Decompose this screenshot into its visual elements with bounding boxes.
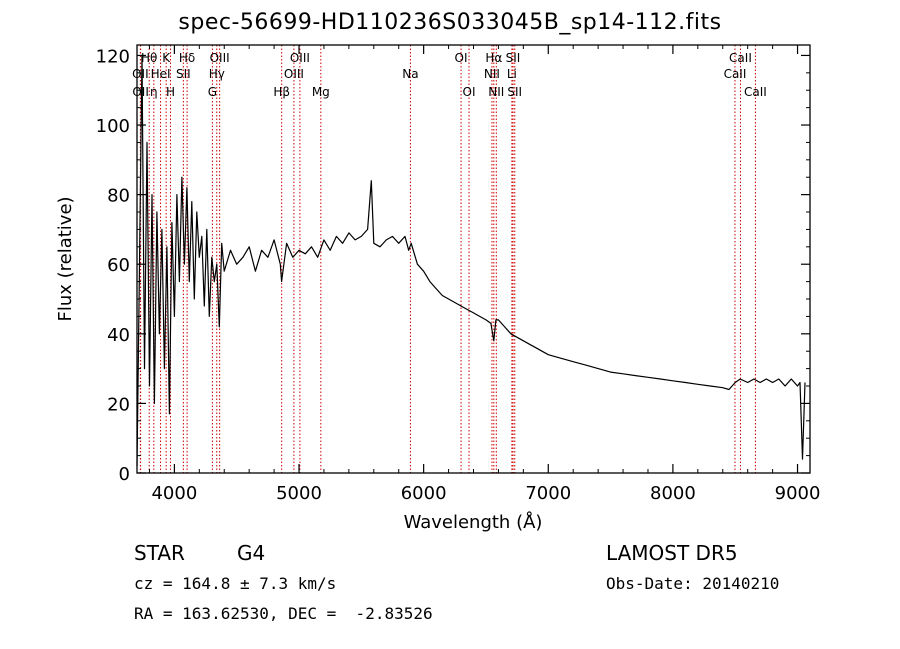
y-tick-label: 60 — [107, 255, 130, 276]
coordinates: RA = 163.62530, DEC = -2.83526 — [134, 604, 433, 623]
redshift-velocity: cz = 164.8 ± 7.3 km/s — [134, 574, 337, 593]
x-tick-label: 7000 — [525, 483, 571, 504]
line-label: Hγ — [209, 67, 225, 81]
line-label: CaII — [744, 85, 767, 99]
line-label: Hα — [485, 51, 502, 65]
line-label: Hθ — [141, 51, 157, 65]
line-labels: Hθ OII OII η K HeI H Hδ SII OIII Hγ G OIII OIII Hβ Mg Na… — [132, 51, 767, 99]
x-tick-label: 8000 — [650, 483, 696, 504]
line-label: OI — [455, 51, 468, 65]
y-axis: 0 20 40 60 80 100 120 — [96, 46, 810, 485]
x-axis: 4000 5000 6000 7000 8000 9000 — [148, 45, 821, 504]
x-tick-label: 4000 — [151, 483, 197, 504]
line-label: CaII — [724, 67, 747, 81]
line-label: Li — [507, 67, 517, 81]
line-label: Na — [402, 67, 418, 81]
survey-name: LAMOST DR5 — [606, 541, 738, 565]
line-label: SII — [507, 85, 522, 99]
observation-date: Obs-Date: 20140210 — [606, 574, 780, 593]
x-axis-label: Wavelength (Å) — [404, 511, 543, 533]
line-label: OII — [132, 85, 149, 99]
line-label: OII — [132, 67, 149, 81]
line-label: η — [150, 85, 158, 99]
line-label: SII — [506, 51, 521, 65]
object-class: STAR — [134, 541, 185, 565]
subclass: G4 — [237, 541, 266, 565]
line-label: OIII — [210, 51, 230, 65]
line-markers — [139, 45, 756, 473]
y-tick-label: 120 — [96, 46, 130, 67]
chart-title: spec-56699-HD110236S033045B_sp14-112.fit… — [178, 10, 722, 35]
line-label: G — [208, 85, 217, 99]
y-tick-label: 80 — [107, 186, 130, 207]
line-label: OI — [463, 85, 476, 99]
spectrum-line — [136, 54, 806, 467]
line-label: OIII — [290, 51, 310, 65]
line-label: CaII — [729, 51, 752, 65]
y-axis-label: Flux (relative) — [55, 196, 76, 321]
line-label: NII — [488, 85, 504, 99]
x-tick-label: 6000 — [401, 483, 447, 504]
line-label: Hβ — [273, 85, 290, 99]
plot-frame — [136, 44, 811, 474]
line-label: Hδ — [179, 51, 195, 65]
y-tick-label: 20 — [107, 394, 130, 415]
line-label: OIII — [284, 67, 304, 81]
line-label: HeI — [151, 67, 171, 81]
y-tick-label: 40 — [107, 325, 130, 346]
line-label: NII — [484, 67, 500, 81]
line-label: H — [166, 85, 175, 99]
spectrum-chart: 4000 5000 6000 7000 8000 9000 0 20 40 60 80 100 120… — [55, 44, 821, 533]
x-tick-label: 5000 — [276, 483, 322, 504]
y-tick-label: 100 — [96, 116, 130, 137]
x-tick-label: 9000 — [775, 483, 821, 504]
line-label: K — [162, 51, 171, 65]
y-tick-label: 0 — [119, 464, 130, 485]
line-label: Mg — [312, 85, 330, 99]
line-label: SII — [176, 67, 191, 81]
